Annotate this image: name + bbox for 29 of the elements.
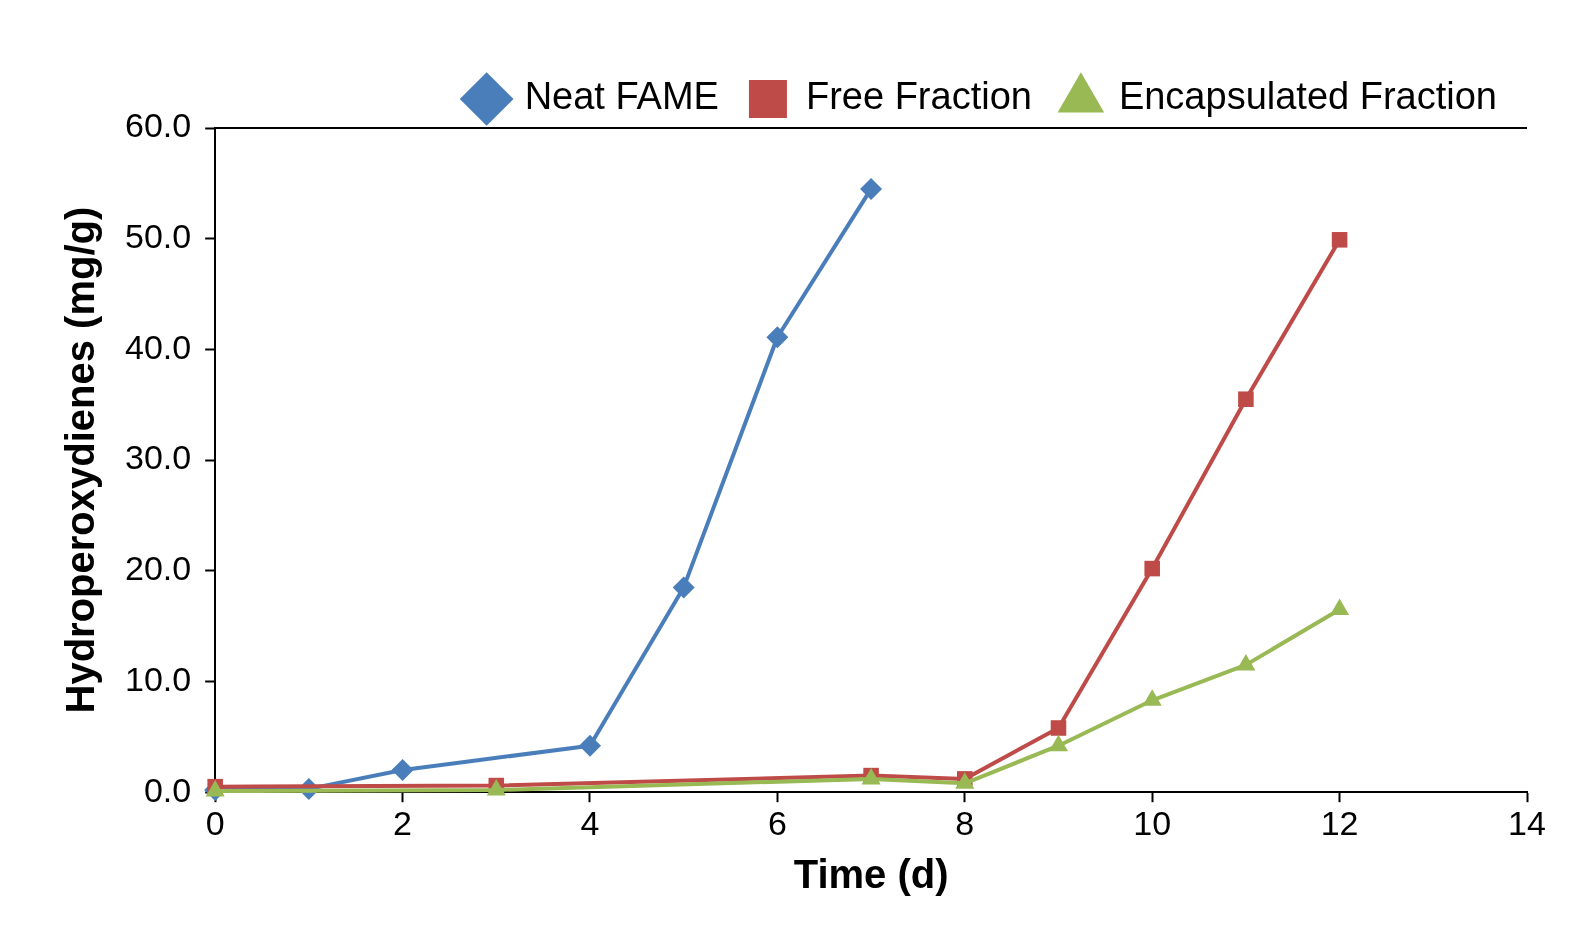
y-tick-label: 60.0 [124, 106, 192, 145]
x-axis-title: Time (d) [793, 852, 949, 897]
point [672, 576, 695, 599]
x-tick-label: 2 [393, 803, 413, 842]
x-tick-label: 10 [1133, 803, 1172, 842]
x-tick-label: 12 [1320, 803, 1359, 842]
x-tick-label: 4 [580, 803, 600, 842]
point [391, 759, 414, 782]
y-tick-label: 20.0 [124, 549, 192, 588]
x-tick-label: 14 [1508, 803, 1546, 842]
point [766, 326, 789, 349]
x-tick-label: 6 [767, 803, 787, 842]
point [578, 734, 601, 757]
y-tick-label: 0.0 [143, 770, 192, 809]
legend-label: Neat FAME [524, 75, 719, 118]
legend-label: Free Fraction [805, 75, 1032, 118]
y-tick-label: 30.0 [124, 438, 192, 477]
y-tick-label: 50.0 [124, 217, 192, 256]
x-tick-label: 8 [955, 803, 975, 842]
point [1144, 560, 1160, 577]
y-axis-title: Hydroperoxydienes (mg/g) [58, 206, 103, 714]
y-tick-label: 40.0 [124, 327, 192, 366]
point [860, 177, 883, 200]
x-tick-label: 0 [205, 803, 225, 842]
y-tick-label: 10.0 [124, 659, 192, 698]
point [1238, 391, 1254, 407]
point [1050, 720, 1067, 736]
point [1331, 232, 1348, 248]
legend-label: Encapsulated Fraction [1118, 75, 1497, 118]
